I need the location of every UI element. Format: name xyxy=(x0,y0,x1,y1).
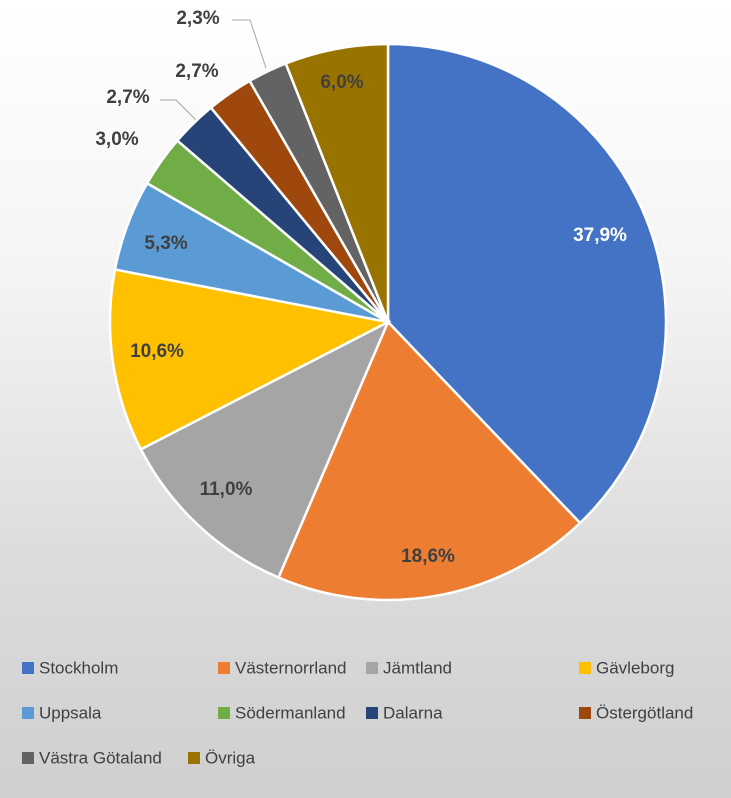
legend-swatch xyxy=(22,752,34,764)
leader-line xyxy=(160,100,196,120)
legend-label: Stockholm xyxy=(39,658,118,677)
legend-label: Östergötland xyxy=(596,703,693,722)
leader-line xyxy=(232,20,266,68)
legend-label: Övriga xyxy=(205,748,256,767)
data-label: 37,9% xyxy=(573,225,627,246)
legend-swatch xyxy=(366,662,378,674)
legend-swatch xyxy=(218,662,230,674)
legend-swatch xyxy=(218,707,230,719)
legend-label: Uppsala xyxy=(39,703,102,722)
data-label: 2,7% xyxy=(106,87,149,108)
legend-label: Dalarna xyxy=(383,703,443,722)
data-label: 2,7% xyxy=(175,61,218,82)
legend-swatch xyxy=(22,707,34,719)
legend-label: Södermanland xyxy=(235,703,346,722)
chart: 37,9% 18,6% 11,0% 10,6% 5,3% 3,0% 2,7% 2,7% 2,3%… xyxy=(0,0,731,798)
data-label: 10,6% xyxy=(130,341,184,362)
data-label: 3,0% xyxy=(95,129,138,150)
data-label: 6,0% xyxy=(320,72,363,93)
legend-label: Jämtland xyxy=(383,658,452,677)
legend-label: Västra Götaland xyxy=(39,748,162,767)
legend-swatch xyxy=(188,752,200,764)
legend-swatch xyxy=(579,662,591,674)
legend-swatch xyxy=(366,707,378,719)
legend-label: Västernorrland xyxy=(235,658,347,677)
data-label: 18,6% xyxy=(401,546,455,567)
legend-swatch xyxy=(579,707,591,719)
data-label: 5,3% xyxy=(144,233,187,254)
legend-swatch xyxy=(22,662,34,674)
data-label: 11,0% xyxy=(200,479,253,500)
legend-label: Gävleborg xyxy=(596,658,674,677)
data-label: 2,3% xyxy=(176,8,219,29)
